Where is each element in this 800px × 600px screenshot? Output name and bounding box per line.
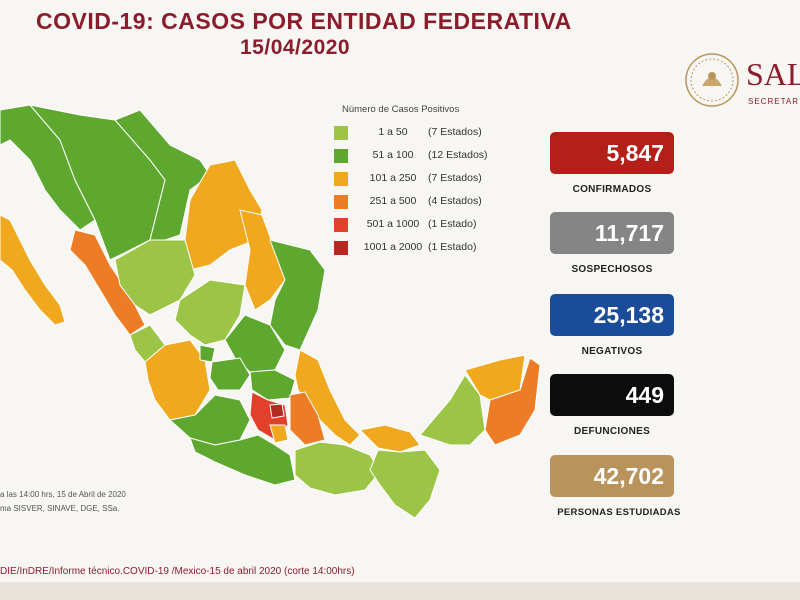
state-veracruz [294, 349, 361, 446]
stat-value: 25,138 [550, 294, 674, 336]
state-coahuila [184, 159, 263, 271]
state-chihuahua [114, 109, 211, 241]
salud-logo: SAL SECRETAR [684, 52, 800, 116]
stat-value: 5,847 [550, 132, 674, 174]
legend-swatch [334, 195, 348, 209]
state-chiapas [369, 449, 441, 519]
state-guanajuato [209, 357, 251, 391]
stat-label: CONFIRMADOS [572, 184, 652, 195]
legend-count: (4 Estados) [428, 195, 482, 207]
legend-range: 251 a 500 [369, 195, 417, 207]
note-source: ma SISVER, SINAVE, DGE, SSa. [0, 504, 120, 513]
legend-item: 501 a 1000 (1 Estado) [334, 216, 530, 234]
legend-title: Número de Casos Positivos [342, 104, 460, 115]
state-morelos [269, 424, 289, 444]
state-tabasco [358, 424, 421, 453]
legend-swatch [334, 218, 348, 232]
legend-range: 101 a 250 [369, 172, 417, 184]
legend-swatch [334, 172, 348, 186]
legend-item: 51 a 100 (12 Estados) [334, 147, 530, 165]
legend-range: 501 a 1000 [366, 218, 420, 230]
state-aguascalientes [199, 344, 216, 363]
legend: Número de Casos Positivos 1 a 50 (7 Esta… [330, 100, 530, 260]
legend-item: 1 a 50 (7 Estados) [334, 124, 530, 142]
legend-item: 1001 a 2000 (1 Estado) [334, 239, 530, 257]
stat-label: PERSONAS ESTUDIADAS [557, 507, 681, 518]
legend-count: (12 Estados) [428, 149, 488, 161]
legend-swatch [334, 126, 348, 140]
state-quintana-roo [484, 357, 541, 446]
legend-range: 51 a 100 [372, 149, 414, 161]
header: COVID-19: CASOS POR ENTIDAD FEDERATIVA 1… [0, 4, 800, 60]
stat-label: NEGATIVOS [581, 346, 643, 357]
footer-source: DIE/InDRE/Informe técnico.COVID-19 /Mexi… [0, 566, 355, 577]
legend-item: 101 a 250 (7 Estados) [334, 170, 530, 188]
legend-range: 1 a 50 [378, 126, 408, 138]
state-cdmx [269, 403, 285, 419]
stat-label: DEFUNCIONES [573, 426, 651, 437]
legend-count: (7 Estados) [428, 172, 482, 184]
state-tamaulipas [269, 239, 326, 351]
stat-label: SOSPECHOSOS [571, 264, 653, 275]
stat-value: 449 [550, 374, 674, 416]
state-jalisco [144, 339, 211, 421]
mexico-map [0, 104, 541, 519]
page-title: COVID-19: CASOS POR ENTIDAD FEDERATIVA [36, 8, 572, 34]
stat-value: 11,717 [550, 212, 674, 254]
note-cutoff: a las 14:00 hrs, 15 de Abril de 2020 [0, 490, 126, 499]
legend-count: (1 Estado) [428, 241, 477, 253]
legend-count: (7 Estados) [428, 126, 482, 138]
page-date: 15/04/2020 [240, 36, 351, 59]
state-guerrero [189, 434, 296, 486]
legend-item: 251 a 500 (4 Estados) [334, 193, 530, 211]
legend-count: (1 Estado) [428, 218, 477, 230]
state-puebla [289, 391, 326, 446]
legend-swatch [334, 149, 348, 163]
footer-bar [0, 582, 800, 600]
legend-range: 1001 a 2000 [363, 241, 423, 253]
state-nuevo-leon [239, 209, 286, 311]
stat-value: 42,702 [550, 455, 674, 497]
state-baja-california-sur [0, 214, 66, 326]
logo-subtitle: SECRETAR [748, 97, 799, 106]
logo-name: SAL [746, 56, 800, 92]
seal-icon [685, 53, 739, 107]
state-campeche [419, 374, 486, 446]
state-oaxaca [294, 441, 381, 496]
legend-swatch [334, 241, 348, 255]
